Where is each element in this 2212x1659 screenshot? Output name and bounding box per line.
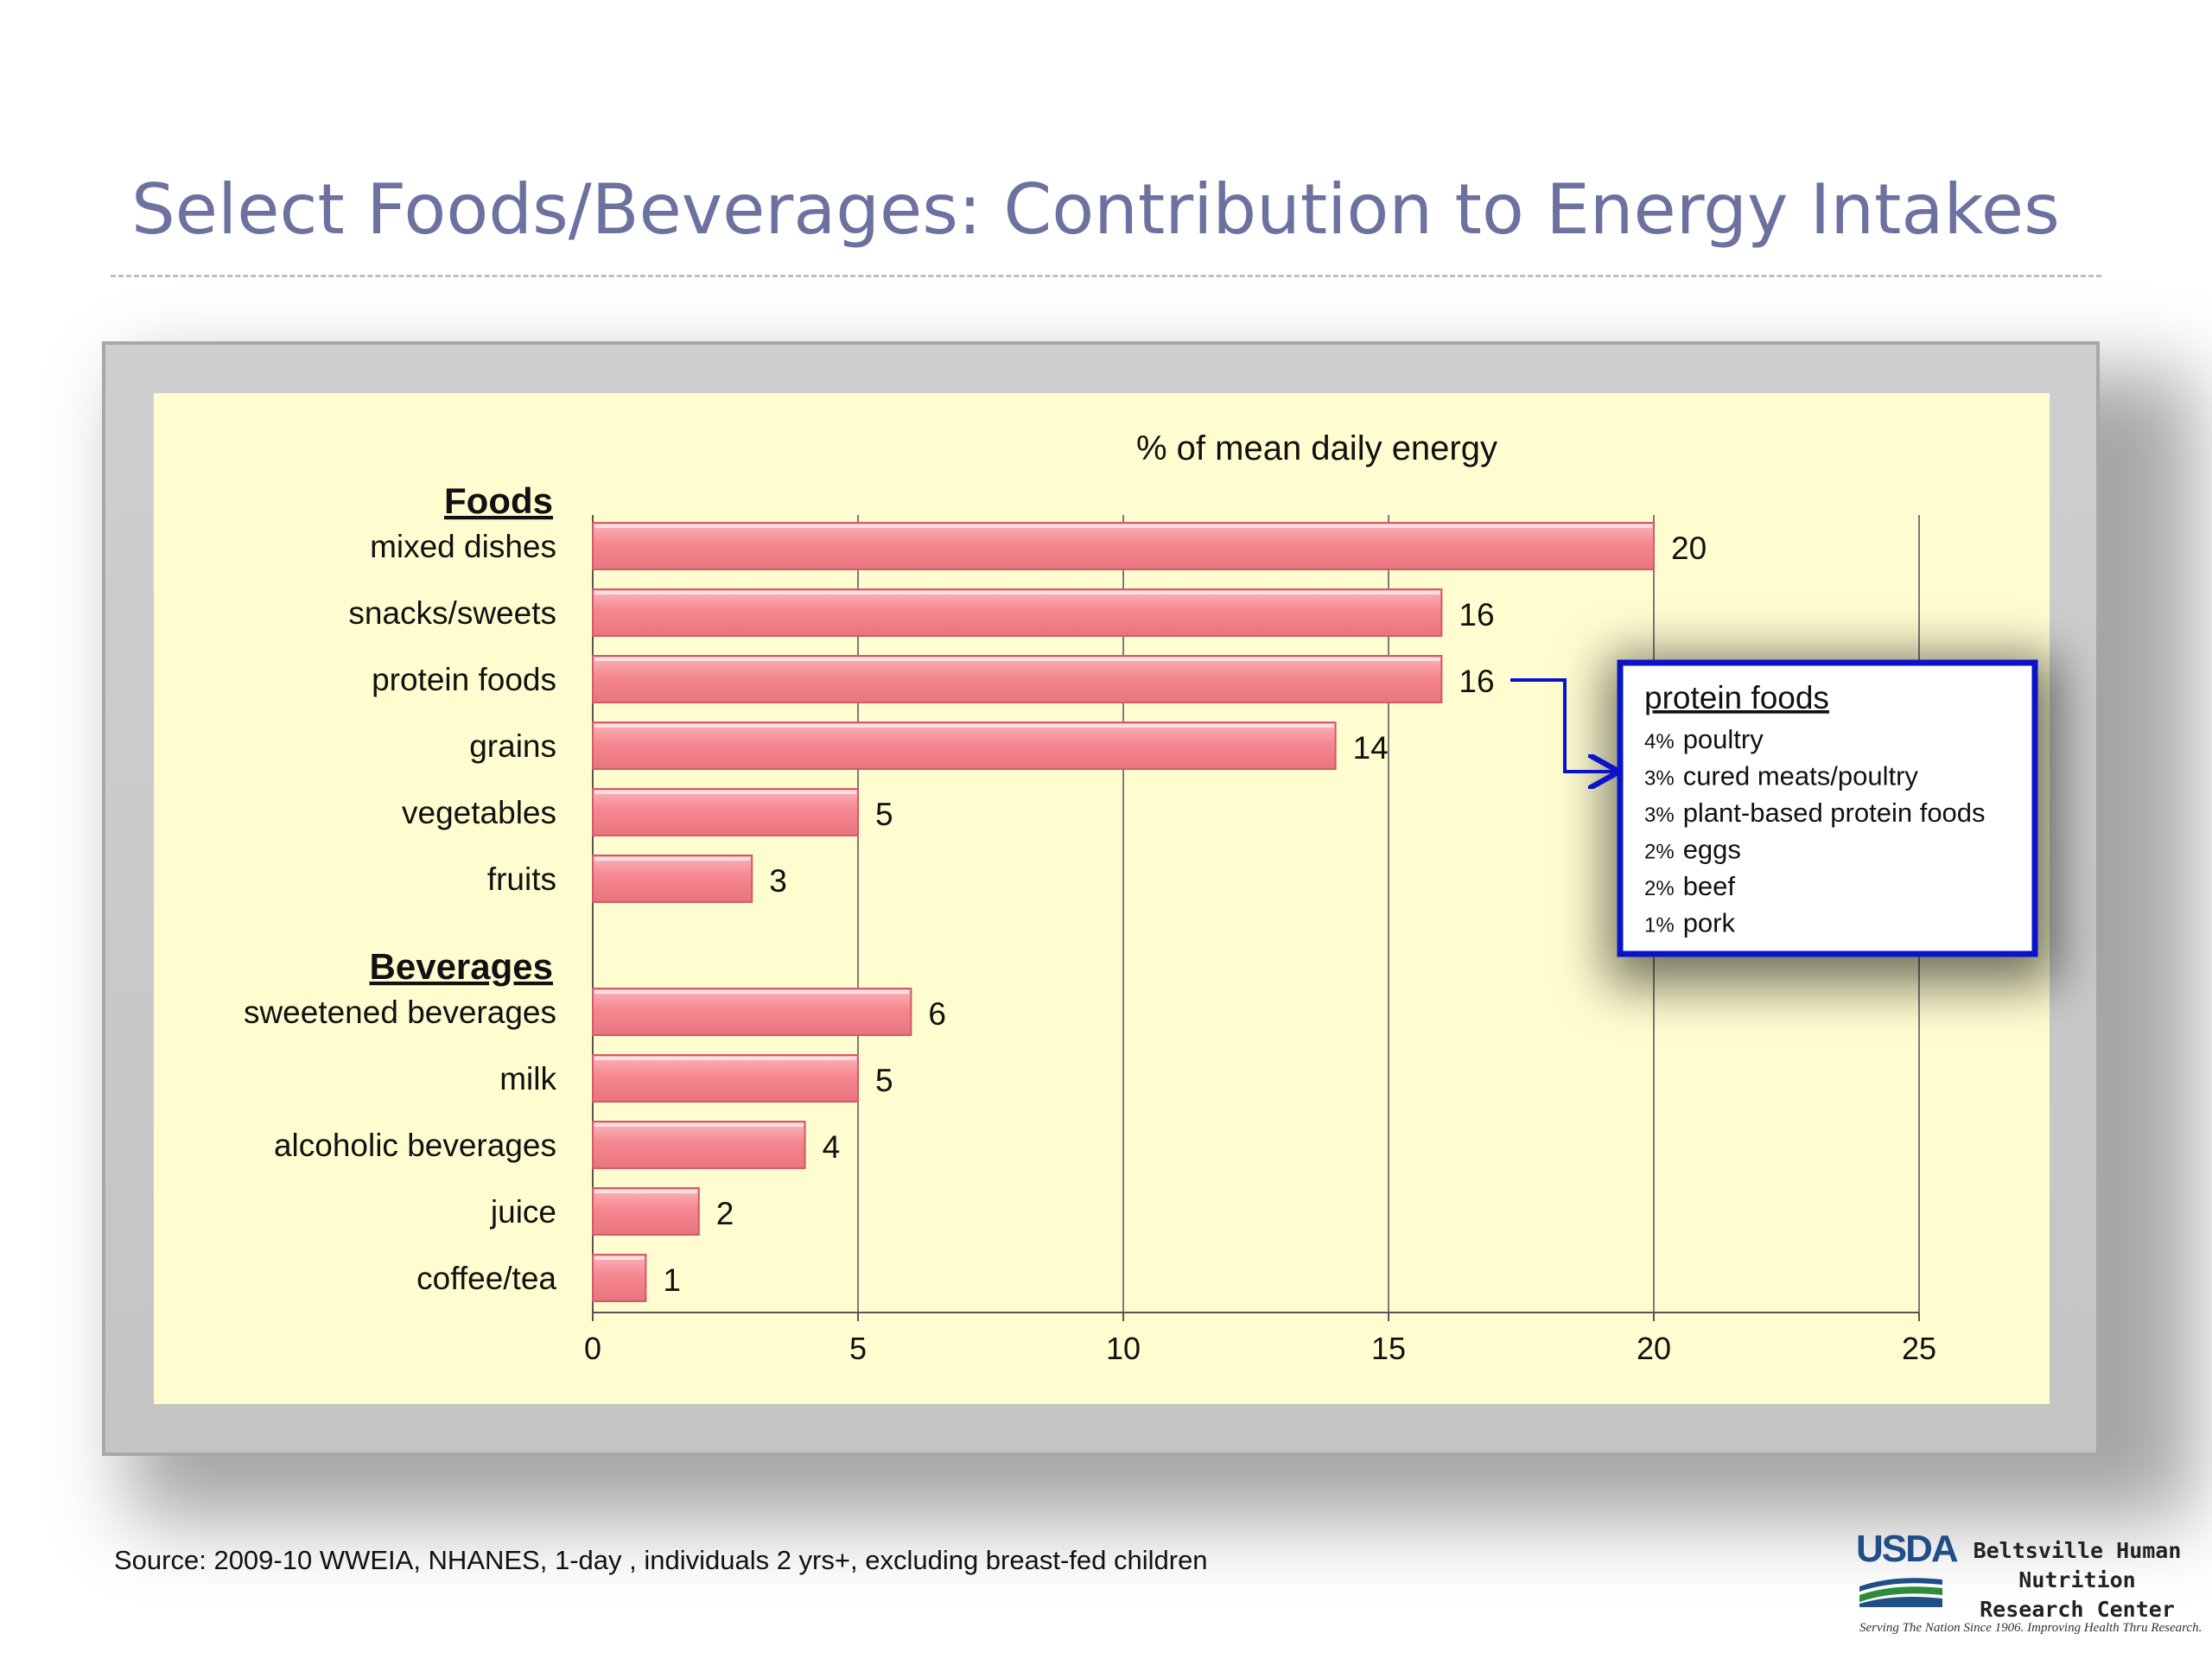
- group-header-beverages: Beverages: [370, 946, 553, 987]
- bar-juice: [592, 1187, 700, 1236]
- bar-milk: [592, 1054, 859, 1103]
- usda-hills-icon: [1859, 1578, 1942, 1607]
- callout-item: 3% plant-based protein foods: [1644, 798, 1986, 828]
- value-label-vegetables: 5: [875, 797, 893, 832]
- category-label-protein-foods: protein foods: [372, 662, 556, 697]
- callout-box: [1617, 659, 2038, 957]
- value-label-fruits: 3: [769, 863, 787, 899]
- callout-item-pct: 3%: [1644, 767, 1675, 791]
- source-note: Source: 2009-10 WWEIA, NHANES, 1-day , i…: [114, 1545, 1208, 1575]
- bar-snacks-sweets: [592, 588, 1443, 637]
- callout-item: 1% pork: [1644, 908, 1735, 938]
- category-label-grains: grains: [469, 728, 556, 764]
- callout-arrow: [1510, 678, 1616, 772]
- category-label-juice: juice: [490, 1194, 556, 1230]
- callout-item: 2% eggs: [1644, 835, 1741, 865]
- value-label-juice: 2: [716, 1196, 734, 1231]
- category-label-alcoholic-beverages: alcoholic beverages: [274, 1128, 556, 1163]
- value-label-milk: 5: [875, 1063, 893, 1098]
- callout-item-pct: 3%: [1644, 804, 1675, 827]
- category-label-vegetables: vegetables: [402, 795, 556, 830]
- callout-item-pct: 2%: [1644, 841, 1675, 864]
- x-tick-label: 5: [849, 1331, 867, 1366]
- bar-vegetables: [592, 788, 859, 836]
- title-divider: [111, 275, 2101, 277]
- callout-item-label: pork: [1683, 908, 1736, 938]
- category-label-fruits: fruits: [487, 861, 556, 897]
- callout-item-label: poultry: [1683, 724, 1764, 754]
- value-label-mixed-dishes: 20: [1671, 531, 1707, 566]
- value-label-grains: 14: [1353, 730, 1389, 766]
- x-tick-label: 25: [1902, 1331, 1936, 1366]
- callout-item-label: eggs: [1683, 835, 1741, 865]
- group-header-foods: Foods: [444, 480, 553, 521]
- bar-sweetened-beverages: [592, 988, 912, 1036]
- category-label-milk: milk: [499, 1061, 556, 1096]
- callout-item-label: cured meats/poultry: [1683, 761, 1919, 791]
- callout-item-pct: 1%: [1644, 914, 1675, 938]
- protein-foods-callout: protein foods 4% poultry 3% cured meats/pou…: [1510, 659, 2038, 957]
- bar-protein-foods: [592, 655, 1443, 703]
- logo-name-line2: Research Center: [1980, 1597, 2175, 1622]
- callout-items: 4% poultry 3% cured meats/poultry 3% plant-ba…: [1644, 724, 1986, 938]
- category-label-sweetened-beverages: sweetened beverages: [244, 995, 556, 1030]
- logo-tagline: Serving The Nation Since 1906. Improving…: [1859, 1621, 2202, 1635]
- callout-item: 4% poultry: [1644, 724, 1764, 754]
- callout-item-pct: 4%: [1644, 730, 1675, 753]
- value-label-coffee-tea: 1: [663, 1262, 681, 1298]
- x-tick-label: 0: [584, 1331, 601, 1366]
- bar-coffee-tea: [592, 1254, 647, 1302]
- category-label-coffee-tea: coffee/tea: [416, 1261, 556, 1296]
- bar-alcoholic-beverages: [592, 1121, 806, 1169]
- value-label-alcoholic-beverages: 4: [823, 1129, 841, 1165]
- callout-item: 2% beef: [1644, 871, 1735, 901]
- bar-grains: [592, 721, 1337, 770]
- research-center-name: Beltsville Human Nutrition Research Cent…: [1960, 1536, 2195, 1624]
- bar-mixed-dishes: [592, 522, 1655, 570]
- chart-title: % of mean daily energy: [1136, 429, 1497, 467]
- logo-name-line1: Beltsville Human Nutrition: [1973, 1538, 2182, 1592]
- x-tick-label: 15: [1371, 1331, 1406, 1366]
- category-labels: mixed dishes snacks/sweets protein foods gr…: [244, 480, 557, 1296]
- x-tick-label: 10: [1106, 1331, 1141, 1366]
- value-label-protein-foods: 16: [1459, 664, 1494, 699]
- callout-item: 3% cured meats/poultry: [1644, 761, 1918, 791]
- slide-title: Select Foods/Beverages: Contribution to …: [131, 169, 2060, 250]
- category-label-mixed-dishes: mixed dishes: [370, 529, 556, 564]
- category-label-snacks-sweets: snacks/sweets: [348, 595, 556, 631]
- callout-item-label: beef: [1683, 871, 1736, 901]
- usda-logo: USDA Beltsville Human Nutrition Research…: [1856, 1528, 2202, 1640]
- bars: [592, 522, 1655, 1302]
- usda-wordmark: USDA: [1856, 1528, 1959, 1570]
- x-axis: 0 5 10 15 20 25: [584, 515, 1936, 1366]
- bar-fruits: [592, 855, 753, 903]
- value-label-sweetened-beverages: 6: [928, 996, 946, 1032]
- callout-title: protein foods: [1644, 680, 1829, 715]
- x-tick-label: 20: [1637, 1331, 1671, 1366]
- callout-item-label: plant-based protein foods: [1683, 798, 1986, 828]
- callout-item-pct: 2%: [1644, 877, 1675, 900]
- value-label-snacks-sweets: 16: [1459, 597, 1494, 632]
